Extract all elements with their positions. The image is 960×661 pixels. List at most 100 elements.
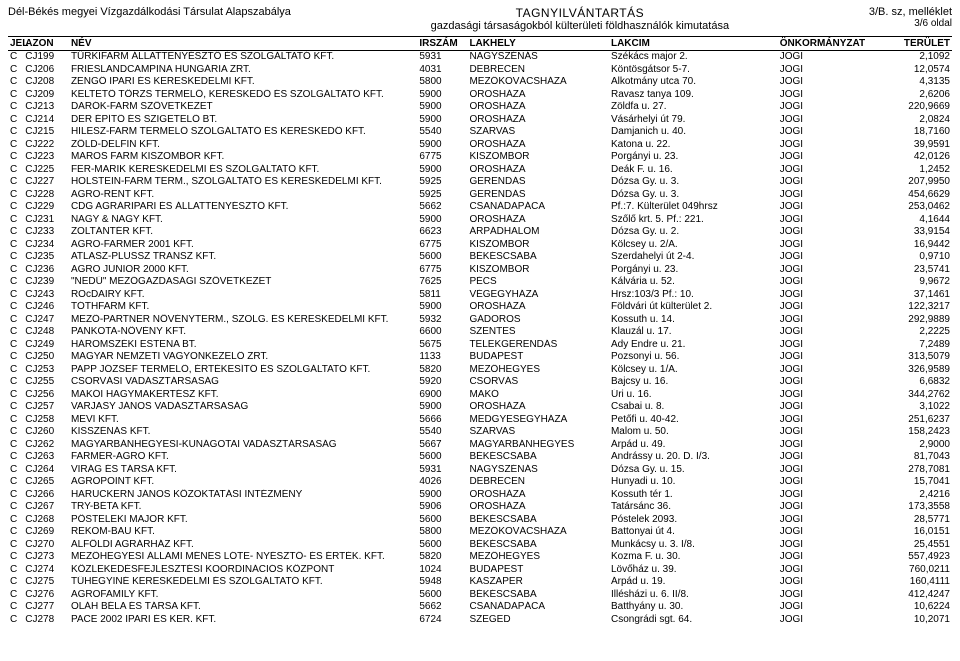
table-cell: C [8,451,23,464]
table-cell: CJ276 [23,589,69,602]
table-cell: HOLSTEIN-FARM TERM., SZOLGÁLTATÓ ÉS KERE… [69,176,417,189]
table-cell: 173,3558 [887,501,952,514]
table-cell: CJ257 [23,401,69,414]
table-cell: JOGI [778,464,887,477]
table-cell: JOGI [778,401,887,414]
table-cell: 344,2762 [887,389,952,402]
table-row: CCJ278PACE 2002 IPARI ÉS KER. KFT.6724SZ… [8,614,952,627]
table-cell: 25,4551 [887,539,952,552]
table-cell: CJ199 [23,51,69,64]
table-cell: SZEGED [467,614,609,627]
table-cell: 2,0824 [887,114,952,127]
table-cell: CJ235 [23,251,69,264]
table-cell: C [8,551,23,564]
table-cell: CSORVÁS [467,376,609,389]
table-cell: JOGI [778,101,887,114]
table-cell: 2,2225 [887,326,952,339]
table-cell: OROSHÁZA [467,401,609,414]
table-cell: 251,6237 [887,414,952,427]
table-cell: JOGI [778,239,887,252]
table-cell: JOGI [778,164,887,177]
table-cell: JOGI [778,614,887,627]
table-cell: KASZAPER [467,576,609,589]
table-cell: C [8,89,23,102]
table-cell: C [8,226,23,239]
table-cell: CJ260 [23,426,69,439]
table-row: CCJ246TÓTHFARM KFT.5900OROSHÁZAFöldvári … [8,301,952,314]
table-cell: CJ253 [23,364,69,377]
table-cell: C [8,139,23,152]
table-cell: 326,9589 [887,364,952,377]
table-cell: KISZOMBOR [467,151,609,164]
col-jel: JEL [8,37,23,51]
table-cell: CJ250 [23,351,69,364]
table-cell: 6775 [417,264,467,277]
table-cell: Dózsa Gy. u. 2. [609,226,778,239]
table-cell: 557,4923 [887,551,952,564]
table-cell: 454,6629 [887,189,952,202]
table-cell: DER ÉPÍTŐ ÉS SZIGETELŐ BT. [69,114,417,127]
table-cell: CJ270 [23,539,69,552]
table-cell: Illésházi u. 6. II/8. [609,589,778,602]
table-cell: CJ263 [23,451,69,464]
table-cell: CJ243 [23,289,69,302]
header-title: TAGNYILVÁNTARTÁS [291,6,869,20]
table-cell: MEZŐKOVÁCSHÁZA [467,76,609,89]
table-cell: JOGI [778,76,887,89]
table-cell: 5900 [417,301,467,314]
table-cell: JOGI [778,176,887,189]
table-cell: C [8,364,23,377]
table-cell: KELTETŐ TÖRZS TERMELŐ, KERESKEDŐ ÉS SZOL… [69,89,417,102]
table-cell: JOGI [778,489,887,502]
table-row: CCJ265AGROPOINT KFT.4026DEBRECENHunyadi … [8,476,952,489]
table-cell: 5600 [417,539,467,552]
table-cell: Szerdahelyi út 2-4. [609,251,778,264]
table-cell: 7,2489 [887,339,952,352]
table-cell: ALFÖLDI AGRÁRHÁZ KFT. [69,539,417,552]
header-center: TAGNYILVÁNTARTÁS gazdasági társaságokból… [291,6,869,32]
table-cell: MEZŐKOVÁCSHÁZA [467,526,609,539]
table-row: CCJ247MEZŐ-PARTNER NÖVÉNYTERM., SZOLG. É… [8,314,952,327]
table-cell: DARÓK-FARM SZÖVETKEZET [69,101,417,114]
table-row: CCJ275TŰHEGYINÉ KERESKEDELMI ÉS SZOLGÁLT… [8,576,952,589]
table-cell: CJ249 [23,339,69,352]
table-cell: C [8,389,23,402]
table-cell: KÖZLEKEDÉSFEJLESZTÉSI KOORDINÁCIÓS KÖZPO… [69,564,417,577]
table-cell: GERENDÁS [467,189,609,202]
table-cell: Batthyány u. 30. [609,601,778,614]
table-row: CCJ273MEZŐHEGYESI ÁLLAMI MÉNES LÓTE- NYÉ… [8,551,952,564]
table-row: CCJ222ZÖLD-DELFIN KFT.5900OROSHÁZAKatona… [8,139,952,152]
table-cell: VÉGEGYHÁZA [467,289,609,302]
table-cell: OROSHÁZA [467,501,609,514]
table-cell: CJ274 [23,564,69,577]
table-cell: C [8,489,23,502]
table-cell: 5600 [417,251,467,264]
table-cell: 2,9000 [887,439,952,452]
table-cell: 5900 [417,401,467,414]
table-cell: ÁRPÁDHALOM [467,226,609,239]
table-cell: PAPP JÓZSEF TERMELŐ, ÉRTÉKESÍTŐ ÉS SZOLG… [69,364,417,377]
table-cell: 5820 [417,551,467,564]
table-cell: Hunyadi u. 10. [609,476,778,489]
table-cell: 5540 [417,126,467,139]
table-cell: MAKÓ [467,389,609,402]
table-cell: CJ208 [23,76,69,89]
table-cell: CJ222 [23,139,69,152]
table-cell: CJ228 [23,189,69,202]
table-cell: C [8,376,23,389]
table-cell: C [8,176,23,189]
table-row: CCJ249HÁROMSZÉKI ESTENA BT.5675TELEKGERE… [8,339,952,352]
table-cell: 2,6206 [887,89,952,102]
table-cell: CDG AGRÁRIPARI ÉS ÁLLATTENYÉSZTŐ KFT. [69,201,417,214]
table-cell: 5820 [417,364,467,377]
table-cell: C [8,164,23,177]
table-cell: Csongrádi sgt. 64. [609,614,778,627]
table-row: CCJ231NAGY & NAGY KFT.5900OROSHÁZASzőlő … [8,214,952,227]
col-irszam: IRSZÁM [417,37,467,51]
table-cell: 5540 [417,426,467,439]
table-cell: 5906 [417,501,467,514]
table-cell: Andrássy u. 20. D. I/3. [609,451,778,464]
table-cell: AGROPOINT KFT. [69,476,417,489]
header-right: 3/B. sz, melléklet 3/6 oldal [869,6,952,29]
table-cell: MAGYAR NEMZETI VAGYONKEZELŐ ZRT. [69,351,417,364]
